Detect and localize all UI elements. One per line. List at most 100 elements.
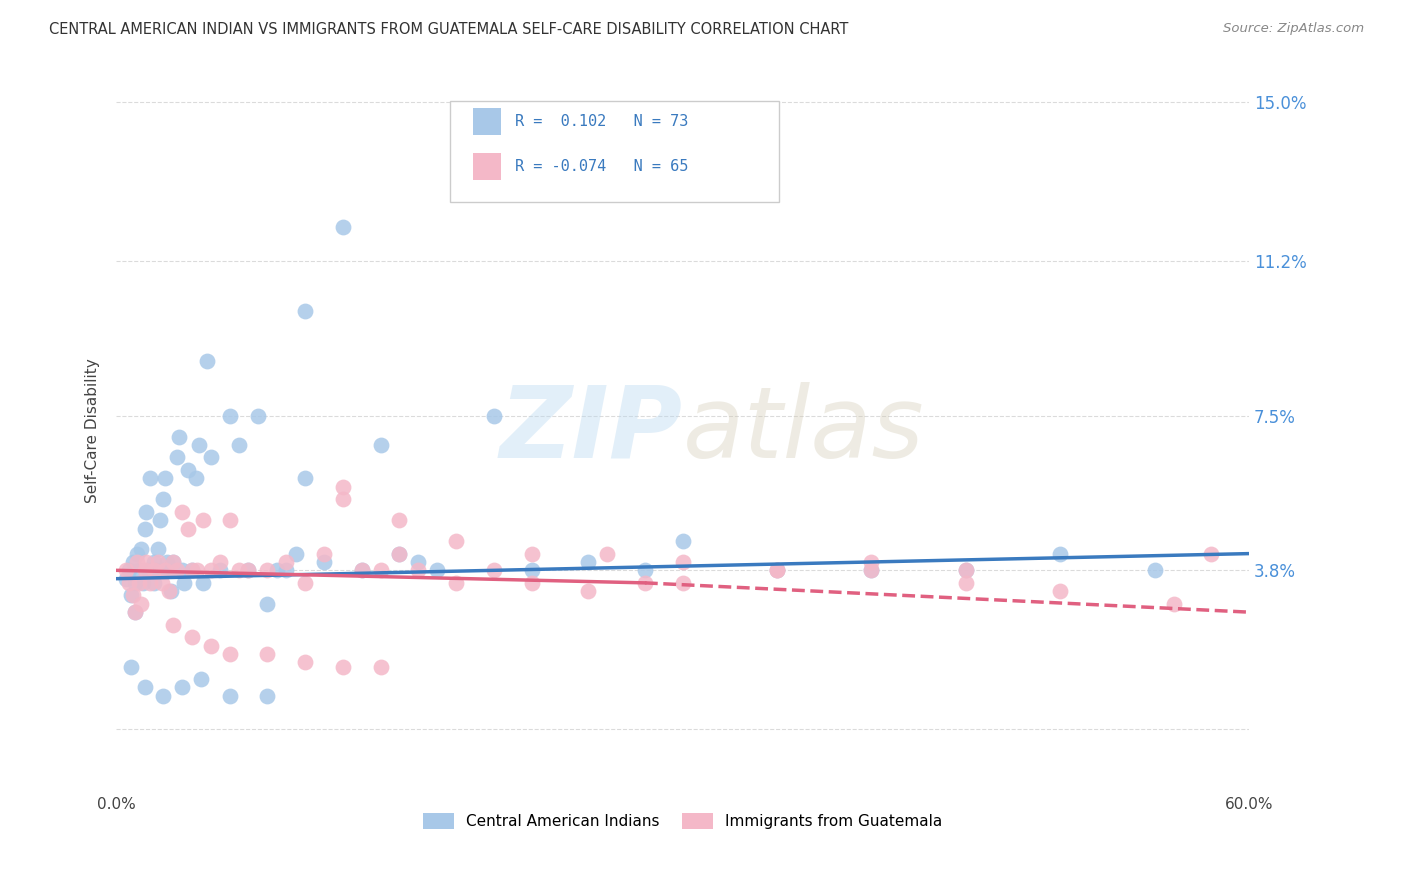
Point — [157, 563, 180, 577]
Point — [125, 547, 148, 561]
Point — [191, 575, 214, 590]
Point — [370, 563, 392, 577]
FancyBboxPatch shape — [450, 101, 779, 202]
Point — [152, 689, 174, 703]
Point — [143, 555, 166, 569]
Point — [172, 681, 194, 695]
Point — [120, 589, 142, 603]
Point — [129, 597, 152, 611]
Point — [131, 575, 153, 590]
Point — [1201, 547, 1223, 561]
Point — [228, 563, 250, 577]
FancyBboxPatch shape — [472, 108, 502, 135]
Point — [177, 522, 200, 536]
Point — [155, 563, 177, 577]
Point — [162, 555, 184, 569]
Point — [256, 647, 278, 661]
Text: ZIP: ZIP — [499, 382, 683, 479]
Point — [408, 555, 430, 569]
Point — [209, 555, 232, 569]
Point — [218, 647, 240, 661]
Point — [520, 563, 543, 577]
Point — [134, 681, 156, 695]
Point — [167, 429, 190, 443]
Point — [128, 563, 150, 577]
Point — [388, 547, 411, 561]
Point — [135, 555, 157, 569]
Point — [172, 563, 194, 577]
Point — [370, 438, 392, 452]
Point — [426, 563, 449, 577]
Point — [672, 534, 695, 549]
Point — [129, 542, 152, 557]
Point — [200, 639, 222, 653]
Point — [143, 575, 166, 590]
Point — [284, 547, 307, 561]
Point — [294, 471, 316, 485]
Point — [444, 575, 467, 590]
Point — [122, 589, 145, 603]
Text: Source: ZipAtlas.com: Source: ZipAtlas.com — [1223, 22, 1364, 36]
Point — [766, 563, 789, 577]
Point — [246, 409, 269, 423]
Point — [332, 220, 354, 235]
Point — [576, 555, 599, 569]
Point — [200, 450, 222, 465]
Point — [139, 575, 162, 590]
Point — [388, 547, 411, 561]
Point — [209, 563, 232, 577]
Point — [312, 547, 335, 561]
Point — [332, 492, 354, 507]
Point — [150, 563, 173, 577]
Point — [134, 522, 156, 536]
Point — [157, 584, 180, 599]
Point — [766, 563, 789, 577]
Point — [276, 563, 298, 577]
Point — [141, 563, 163, 577]
Text: R =  0.102   N = 73: R = 0.102 N = 73 — [515, 113, 689, 128]
Text: R = -0.074   N = 65: R = -0.074 N = 65 — [515, 159, 689, 174]
Point — [120, 659, 142, 673]
Point — [122, 555, 145, 569]
Point — [145, 563, 167, 577]
Point — [955, 563, 977, 577]
Point — [146, 542, 169, 557]
Point — [520, 575, 543, 590]
Point — [173, 575, 195, 590]
Point — [332, 659, 354, 673]
Point — [191, 513, 214, 527]
Point — [294, 656, 316, 670]
Point — [672, 555, 695, 569]
Point — [634, 575, 657, 590]
Point — [166, 450, 188, 465]
Point — [143, 563, 166, 577]
Point — [276, 555, 298, 569]
Point — [114, 572, 136, 586]
Point — [1143, 563, 1166, 577]
Point — [238, 563, 260, 577]
Point — [160, 584, 183, 599]
Point — [766, 563, 789, 577]
Point — [180, 563, 202, 577]
Point — [200, 563, 222, 577]
Y-axis label: Self-Care Disability: Self-Care Disability — [86, 358, 100, 502]
Point — [860, 555, 883, 569]
Point — [218, 689, 240, 703]
Point — [118, 575, 141, 590]
Point — [218, 409, 240, 423]
Point — [195, 354, 218, 368]
Point — [228, 438, 250, 452]
Point — [186, 563, 208, 577]
Text: CENTRAL AMERICAN INDIAN VS IMMIGRANTS FROM GUATEMALA SELF-CARE DISABILITY CORREL: CENTRAL AMERICAN INDIAN VS IMMIGRANTS FR… — [49, 22, 849, 37]
Point — [332, 480, 354, 494]
Point — [128, 575, 150, 590]
Point — [312, 555, 335, 569]
Point — [520, 547, 543, 561]
Point — [149, 513, 172, 527]
Point — [1049, 584, 1071, 599]
Point — [156, 555, 179, 569]
Point — [576, 584, 599, 599]
Point — [124, 605, 146, 619]
Point — [162, 555, 184, 569]
FancyBboxPatch shape — [472, 153, 502, 180]
